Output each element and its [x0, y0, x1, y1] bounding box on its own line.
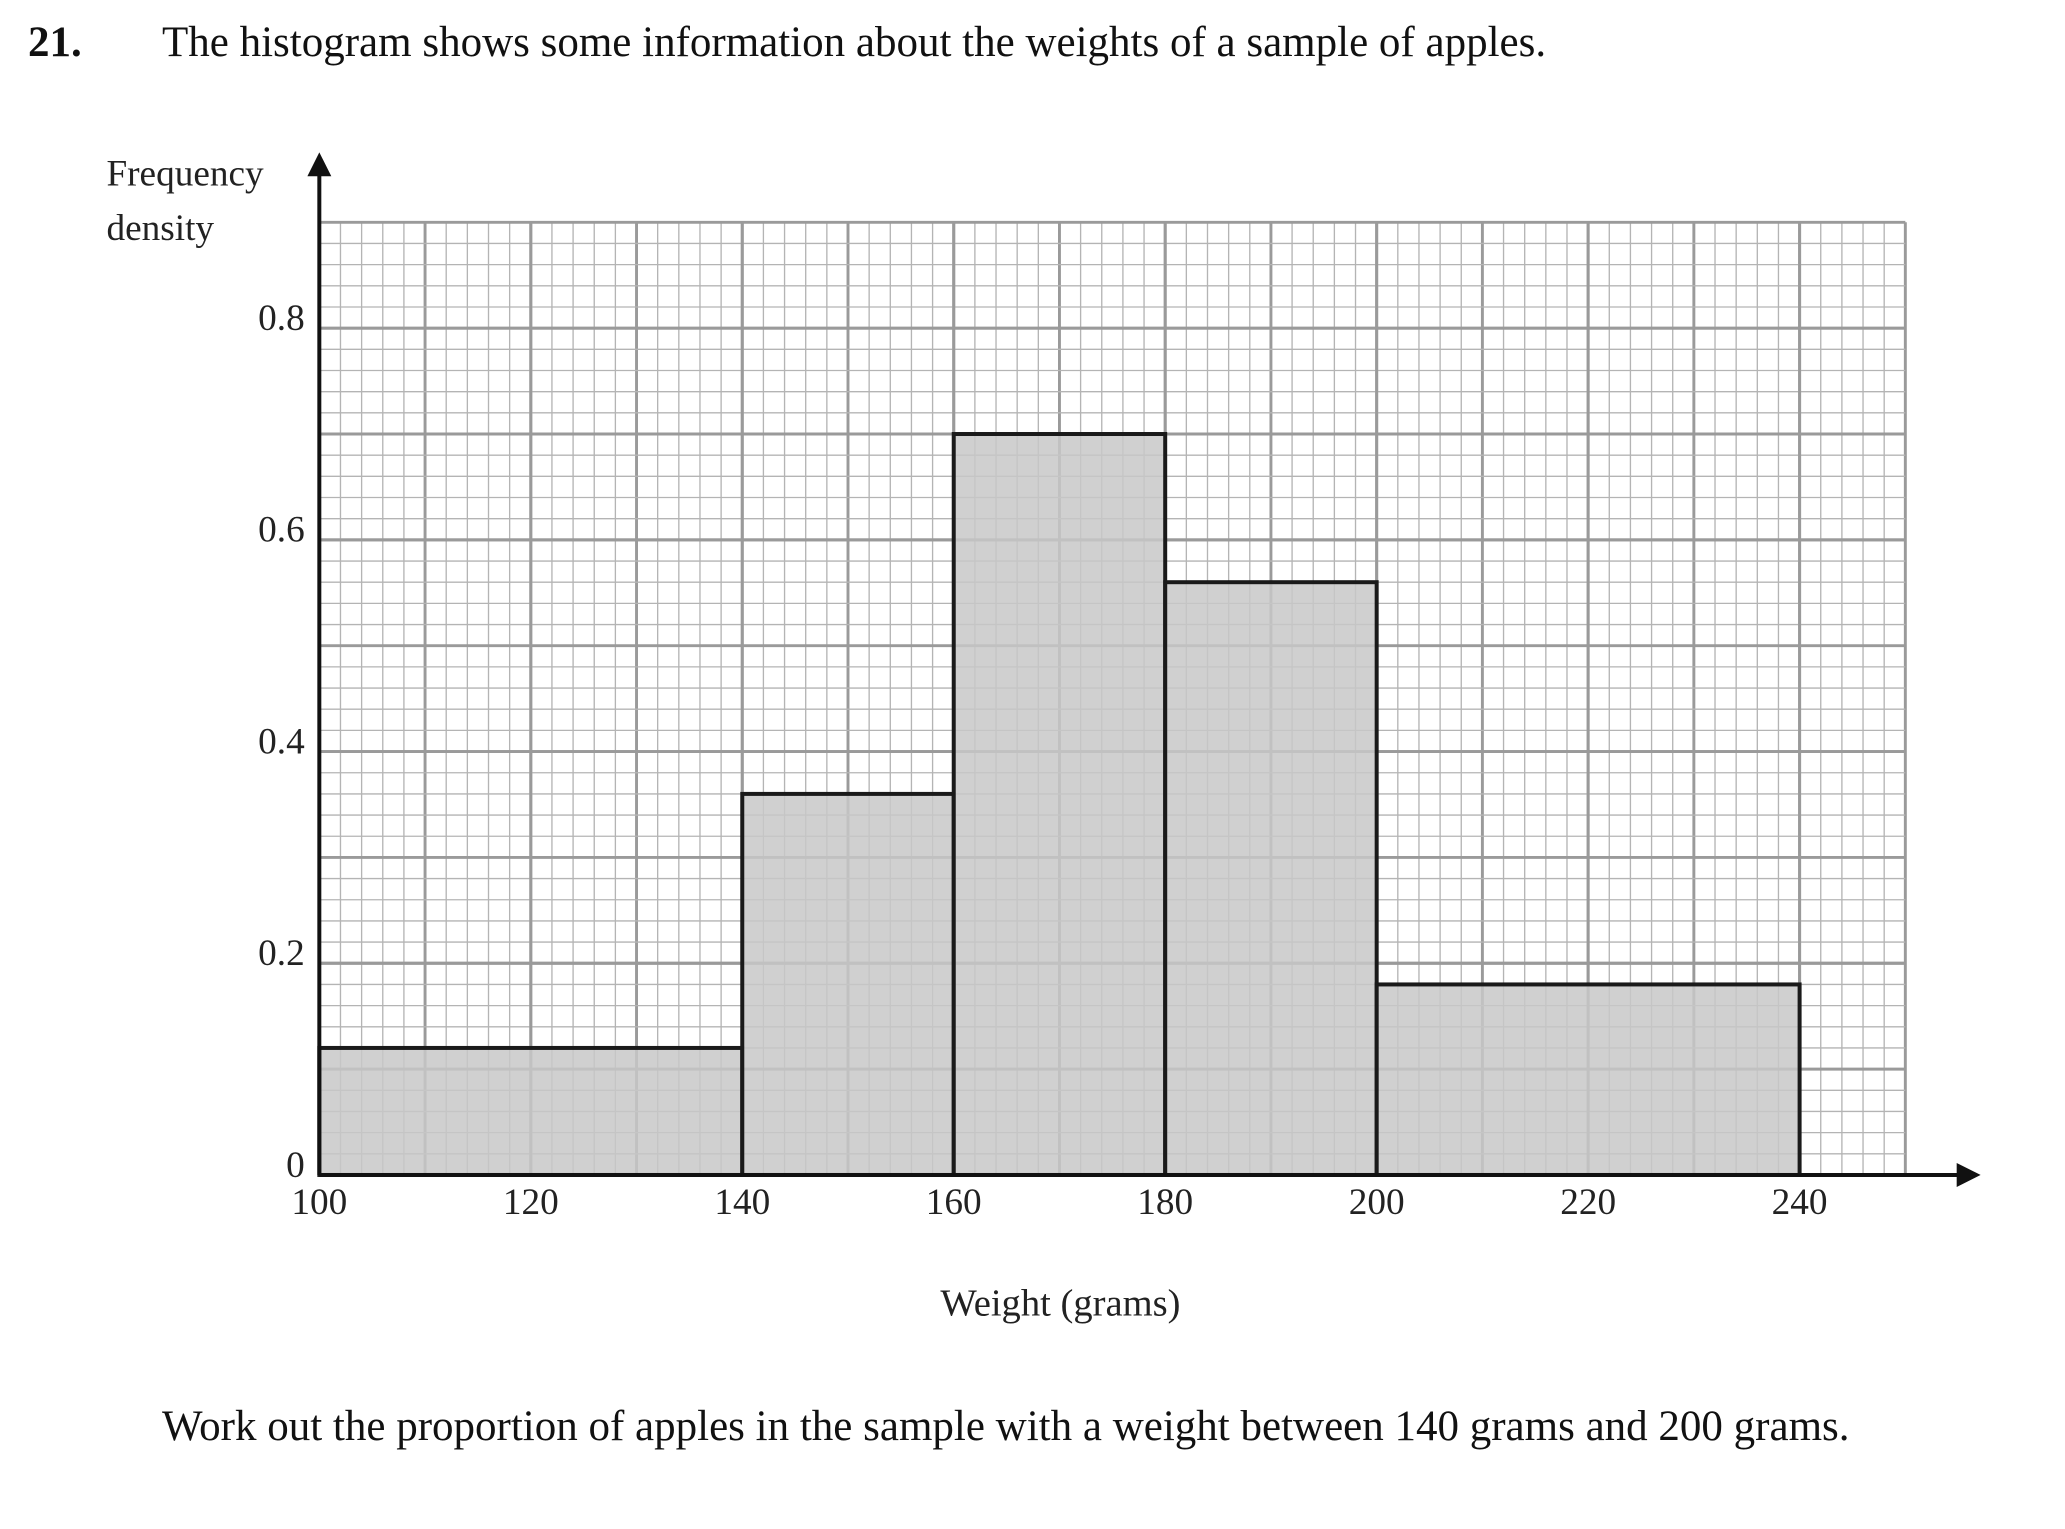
- y-axis-label: density: [106, 208, 214, 249]
- x-tick-label: 220: [1560, 1182, 1616, 1223]
- bar: [951, 432, 1168, 1177]
- bar: [1374, 982, 1802, 1177]
- question-text: The histogram shows some information abo…: [162, 19, 1547, 66]
- y-tick-label: 0.8: [258, 298, 305, 339]
- x-tick-label: 120: [503, 1182, 559, 1223]
- question-number: 21.: [28, 19, 82, 66]
- bar: [1163, 580, 1379, 1177]
- x-tick-label: 100: [291, 1182, 347, 1223]
- x-tick-label: 180: [1137, 1182, 1193, 1223]
- x-tick-label: 200: [1349, 1182, 1405, 1223]
- question-prompt: Work out the proportion of apples in the…: [162, 1403, 1850, 1450]
- y-tick-label: 0.6: [258, 510, 305, 551]
- y-axis-label: Frequency: [106, 154, 264, 195]
- bar: [317, 1045, 745, 1177]
- y-tick-label: 0.2: [258, 933, 305, 974]
- bar: [740, 791, 956, 1177]
- x-tick-label: 160: [926, 1182, 982, 1223]
- x-axis-label: Weight (grams): [940, 1283, 1180, 1325]
- y-tick-label: 0.4: [258, 721, 305, 762]
- x-tick-label: 140: [714, 1182, 770, 1223]
- y-tick-label: 0: [286, 1145, 305, 1186]
- x-tick-label: 240: [1772, 1182, 1828, 1223]
